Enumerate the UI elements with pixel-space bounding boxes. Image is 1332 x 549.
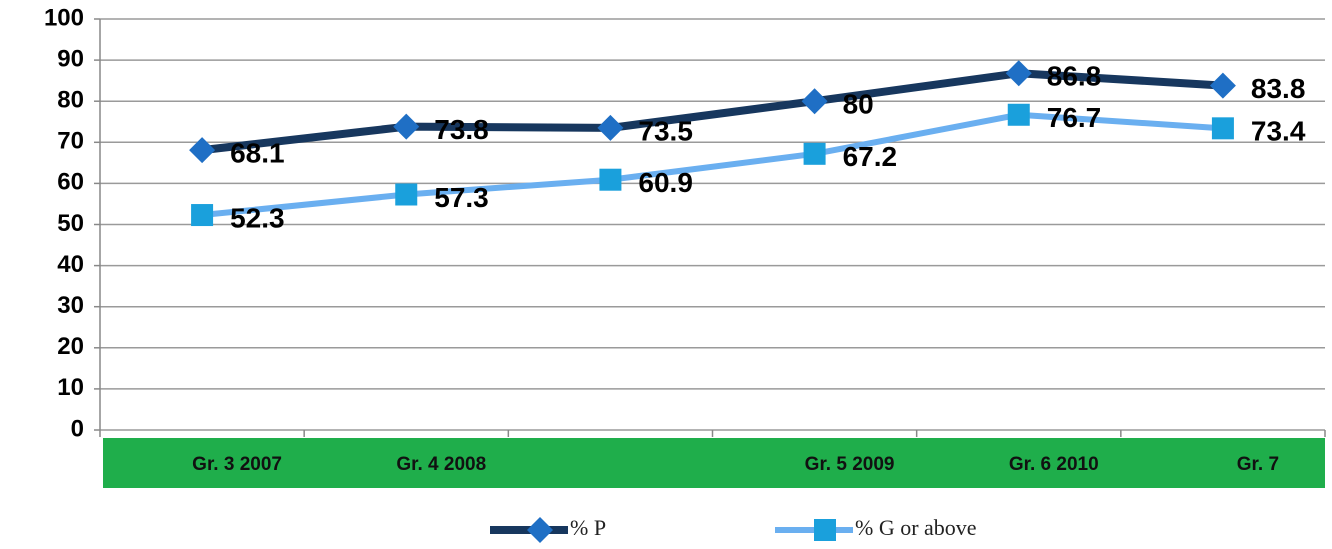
data-label: 73.8 — [434, 114, 489, 145]
marker — [803, 142, 826, 165]
marker — [599, 168, 622, 191]
category-band — [103, 438, 1325, 488]
data-label: 57.3 — [434, 182, 489, 213]
y-tick-label: 70 — [57, 128, 84, 155]
data-label: 73.4 — [1251, 116, 1306, 147]
data-label: 73.5 — [638, 115, 693, 146]
marker — [597, 114, 624, 141]
legend-marker — [527, 517, 553, 543]
y-tick-label: 50 — [57, 210, 84, 237]
y-tick-label: 20 — [57, 333, 84, 360]
x-tick-label: Gr. 5 2009 — [805, 454, 895, 475]
x-tick-label: Gr. 6 2010 — [1009, 454, 1099, 475]
series-line — [201, 69, 1224, 155]
data-label: 60.9 — [638, 167, 693, 198]
data-label: 52.3 — [230, 202, 284, 233]
data-label: 86.8 — [1047, 61, 1102, 92]
data-label: 83.8 — [1251, 73, 1306, 104]
y-tick-label: 60 — [57, 169, 84, 196]
x-tick-label: Gr. 4 2008 — [396, 454, 486, 475]
legend-label: % G or above — [855, 515, 977, 540]
marker — [1211, 117, 1234, 140]
y-tick-label: 100 — [44, 4, 84, 31]
marker — [1209, 72, 1236, 99]
marker — [1007, 103, 1030, 126]
y-tick-label: 30 — [57, 292, 84, 319]
data-label: 67.2 — [843, 141, 898, 172]
series-line — [201, 111, 1224, 219]
marker — [189, 137, 216, 164]
x-tick-label: Gr. 7 — [1237, 454, 1279, 475]
y-tick-label: 10 — [57, 374, 84, 401]
data-label: 80 — [843, 89, 874, 120]
y-tick-label: 80 — [57, 87, 84, 114]
legend-label: % P — [570, 515, 606, 540]
data-label: 76.7 — [1047, 102, 1102, 133]
marker — [801, 88, 828, 115]
legend-marker — [814, 519, 836, 541]
marker — [1005, 60, 1032, 87]
y-tick-label: 0 — [71, 415, 84, 442]
marker — [393, 113, 420, 140]
data-label: 68.1 — [230, 137, 284, 168]
y-tick-label: 40 — [57, 251, 84, 278]
marker — [395, 183, 418, 206]
y-tick-label: 90 — [57, 45, 84, 72]
marker — [191, 204, 214, 227]
x-tick-label: Gr. 3 2007 — [192, 454, 282, 475]
